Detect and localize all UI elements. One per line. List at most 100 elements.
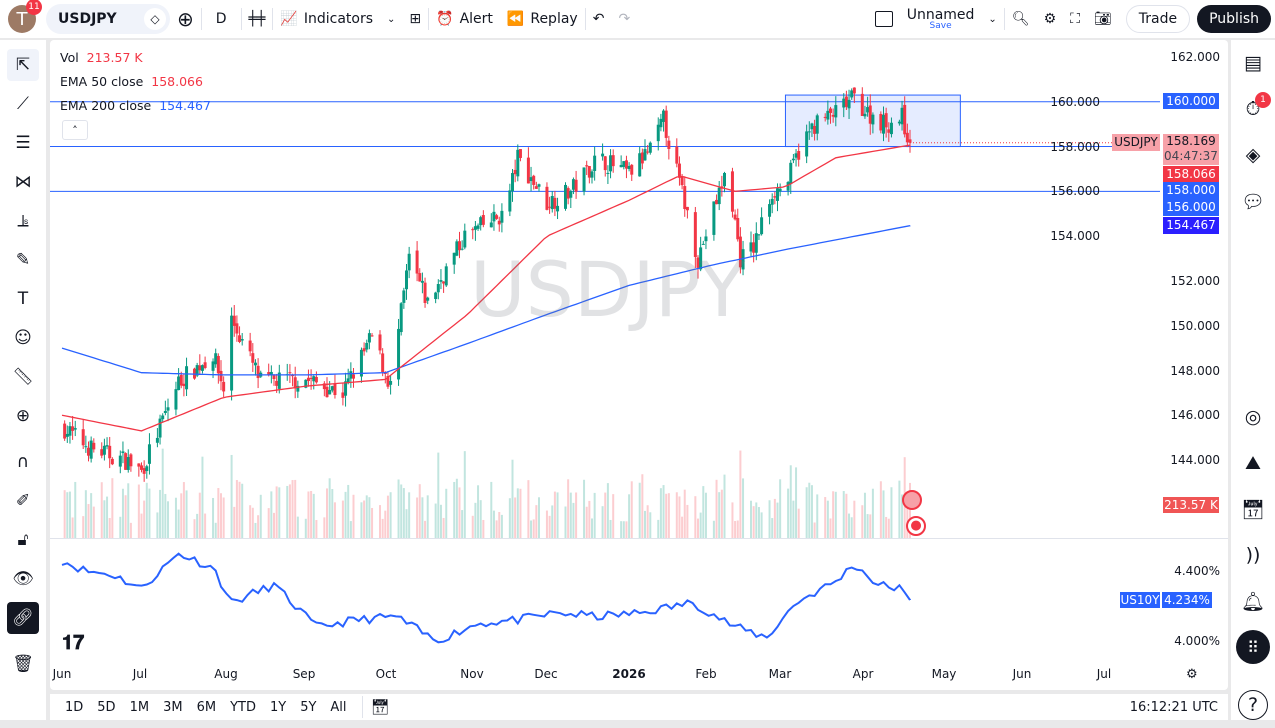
clock[interactable]: 16:12:21 UTC	[1129, 699, 1218, 715]
range-1d[interactable]: 1D	[65, 699, 84, 715]
candle-body	[365, 342, 369, 350]
emoji-tool[interactable]: ☺	[7, 322, 39, 354]
object-tree-button[interactable]: ◈	[1231, 132, 1275, 178]
range-3m[interactable]: 3M	[163, 699, 183, 715]
notifications-button[interactable]: 🔔︎	[1231, 578, 1275, 624]
range-6m[interactable]: 6M	[196, 699, 217, 715]
lock-tool[interactable]: 🔓︎	[7, 524, 39, 556]
candle-body	[277, 372, 281, 389]
alerts-button[interactable]: ⏱ 1	[1231, 86, 1275, 132]
publish-button[interactable]: Publish	[1197, 5, 1271, 33]
diamond-icon[interactable]: ◇	[144, 8, 166, 30]
snapshot-button[interactable]: 📷︎	[1087, 0, 1119, 38]
range-1y[interactable]: 1Y	[269, 699, 287, 715]
us-flag-event-icon[interactable]	[902, 490, 922, 510]
compare-button[interactable]: ⊕	[170, 0, 201, 38]
candle-body	[330, 386, 334, 391]
text-tool[interactable]: T	[7, 283, 39, 315]
trendline-tool[interactable]: ⟋	[7, 88, 39, 120]
replay-button[interactable]: ⏪ Replay	[506, 11, 578, 27]
volume-bar	[230, 454, 233, 538]
interval-button[interactable]: D	[215, 11, 227, 27]
chat-button[interactable]: 💬︎	[1231, 178, 1275, 224]
volume-bar	[143, 500, 146, 538]
news-button[interactable]: ))	[1231, 532, 1275, 578]
layout-toggle[interactable]	[868, 0, 900, 38]
undo-button[interactable]: ↶	[586, 0, 612, 38]
volume-bar	[270, 491, 273, 538]
products-button[interactable]: ⠿	[1231, 624, 1275, 670]
chart-type-button[interactable]: ╪╪	[242, 0, 273, 38]
event-marker-icon[interactable]: ●	[906, 516, 926, 536]
brush-tool[interactable]: ✎	[7, 244, 39, 276]
range-all[interactable]: All	[330, 699, 347, 715]
price-chart[interactable]	[50, 40, 1228, 690]
chart-area[interactable]: USDJPY Vol 213.57 K EMA 50 close 158.066…	[50, 40, 1228, 690]
candle-body	[776, 188, 779, 201]
alert-button[interactable]: ⏰ Alert	[436, 11, 493, 27]
volume-bar	[92, 506, 95, 538]
volume-bar	[824, 497, 827, 538]
axis-settings-button[interactable]: ⚙	[1186, 667, 1198, 682]
candle-body	[200, 365, 204, 371]
candle-body	[105, 445, 109, 447]
help-button[interactable]: ?	[1231, 682, 1275, 728]
range-1m[interactable]: 1M	[129, 699, 150, 715]
apps-grid-icon: ⠿	[1236, 630, 1270, 664]
redo-button[interactable]: ↷	[611, 0, 637, 38]
indicators-icon: 📈	[280, 11, 298, 27]
watchlist-button[interactable]: ▤	[1231, 40, 1275, 86]
candle-body	[683, 186, 687, 209]
ideas-button[interactable]: ⛰	[1231, 440, 1275, 486]
candles-icon: ╪╪	[248, 11, 266, 27]
templates-button[interactable]: ⊞	[402, 0, 428, 38]
time-tick: 2026	[612, 667, 646, 681]
volume-bar	[508, 498, 511, 538]
calendar-button[interactable]: 📅︎	[1231, 486, 1275, 532]
candle-body	[664, 110, 668, 138]
volume-bar	[495, 520, 498, 538]
square-icon	[874, 11, 893, 27]
pattern-tool[interactable]: ⋈	[7, 166, 39, 198]
legend-ema50[interactable]: EMA 50 close 158.066	[60, 74, 203, 89]
volume-bar	[731, 502, 734, 538]
volume-bar	[233, 506, 236, 538]
range-ytd[interactable]: YTD	[230, 699, 256, 715]
volume-bar	[553, 491, 556, 538]
candle-body	[648, 142, 652, 153]
cursor-tool[interactable]: ⇱	[7, 49, 39, 81]
layout-name[interactable]: Unnamed Save	[906, 6, 975, 31]
technicals-button[interactable]: ◎	[1231, 394, 1275, 440]
fib-tool[interactable]: ☰	[7, 127, 39, 159]
range-5d[interactable]: 5D	[97, 699, 116, 715]
date-range-icon[interactable]: 📅︎	[370, 698, 390, 716]
volume-bar	[551, 505, 554, 538]
trade-button[interactable]: Trade	[1125, 5, 1191, 33]
candle-body	[92, 442, 96, 450]
delete-tool[interactable]: 🗑︎	[7, 648, 39, 680]
legend-volume[interactable]: Vol 213.57 K	[60, 50, 143, 65]
symbol-search[interactable]: USDJPY ◇	[46, 4, 170, 34]
measure-tool[interactable]: 📏︎	[7, 361, 39, 393]
forecast-tool[interactable]: ⫡	[7, 205, 39, 237]
hide-tool[interactable]: 👁︎	[7, 563, 39, 595]
quick-search-button[interactable]: 🔍︎	[1005, 0, 1037, 38]
tradingview-logo[interactable]: 𝟏𝟕	[62, 630, 85, 654]
candle-body	[256, 365, 260, 379]
legend-ema200[interactable]: EMA 200 close 154.467	[60, 98, 211, 113]
user-avatar[interactable]: T 11	[8, 0, 42, 33]
volume-bar	[628, 494, 631, 538]
collapse-legend-button[interactable]: ˄	[62, 120, 88, 140]
magnet-tool[interactable]: ∩	[7, 446, 39, 478]
sync-tool[interactable]: 🔗︎	[7, 602, 39, 634]
range-5y[interactable]: 5Y	[300, 699, 317, 715]
zoom-tool[interactable]: ⊕	[7, 400, 39, 432]
pane-divider[interactable]	[50, 538, 1228, 539]
volume-bar	[164, 493, 167, 538]
fullscreen-button[interactable]: ⛶	[1063, 0, 1087, 38]
indicators-button[interactable]: 📈 Indicators ⌄	[280, 11, 396, 27]
candle-body	[813, 125, 817, 134]
stay-drawing-tool[interactable]: ✐	[7, 485, 39, 517]
settings-button[interactable]: ⚙	[1037, 0, 1064, 38]
layout-menu[interactable]: ⌄	[981, 0, 1003, 38]
